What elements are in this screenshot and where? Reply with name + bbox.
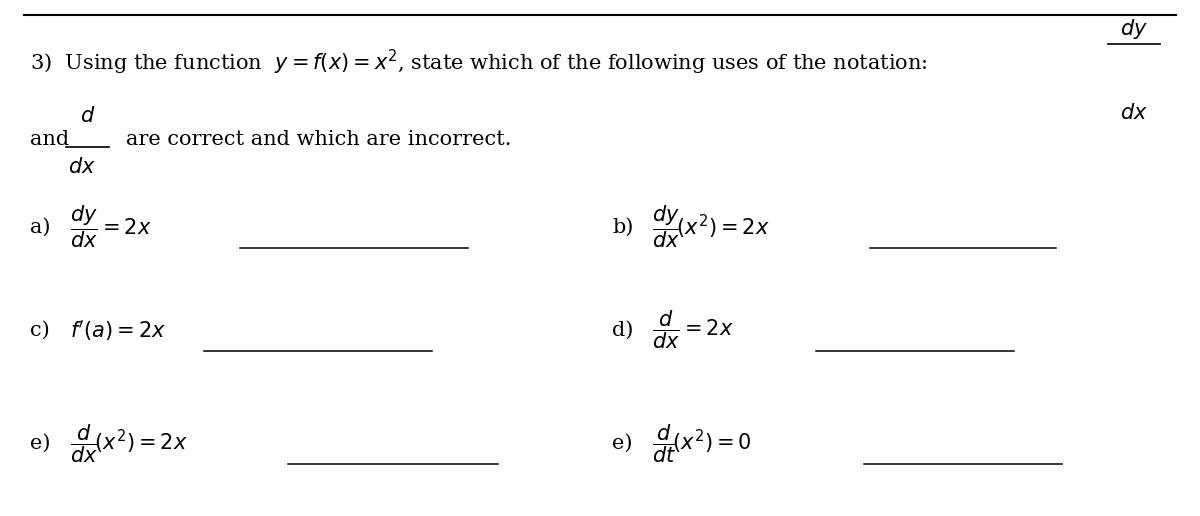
Text: are correct and which are incorrect.: are correct and which are incorrect.: [126, 130, 511, 149]
Text: $dx$: $dx$: [67, 157, 96, 178]
Text: e): e): [612, 434, 632, 453]
Text: $\dfrac{dy}{dx}\!\left(x^2\right) = 2x$: $\dfrac{dy}{dx}\!\left(x^2\right) = 2x$: [652, 204, 769, 250]
Text: $\dfrac{d}{dx}\!\left(x^2\right) = 2x$: $\dfrac{d}{dx}\!\left(x^2\right) = 2x$: [70, 423, 187, 465]
Text: b): b): [612, 218, 634, 236]
Text: $\dfrac{dy}{dx} = 2x$: $\dfrac{dy}{dx} = 2x$: [70, 204, 151, 250]
Text: $d$: $d$: [80, 106, 95, 126]
Text: e): e): [30, 434, 50, 453]
Text: $f'(a) = 2x$: $f'(a) = 2x$: [70, 318, 166, 343]
Text: $\dfrac{d}{dx} = 2x$: $\dfrac{d}{dx} = 2x$: [652, 309, 733, 351]
Text: $\dfrac{d}{dt}\!\left(x^2\right) = 0$: $\dfrac{d}{dt}\!\left(x^2\right) = 0$: [652, 423, 751, 465]
Text: and: and: [30, 130, 70, 149]
Text: $dy$: $dy$: [1120, 17, 1148, 41]
Text: a): a): [30, 218, 50, 236]
Text: d): d): [612, 321, 634, 340]
Text: $dx$: $dx$: [1120, 103, 1148, 123]
Text: 3)  Using the function  $y = f(x) = x^2$, state which of the following uses of t: 3) Using the function $y = f(x) = x^2$, …: [30, 47, 928, 76]
Text: c): c): [30, 321, 49, 340]
